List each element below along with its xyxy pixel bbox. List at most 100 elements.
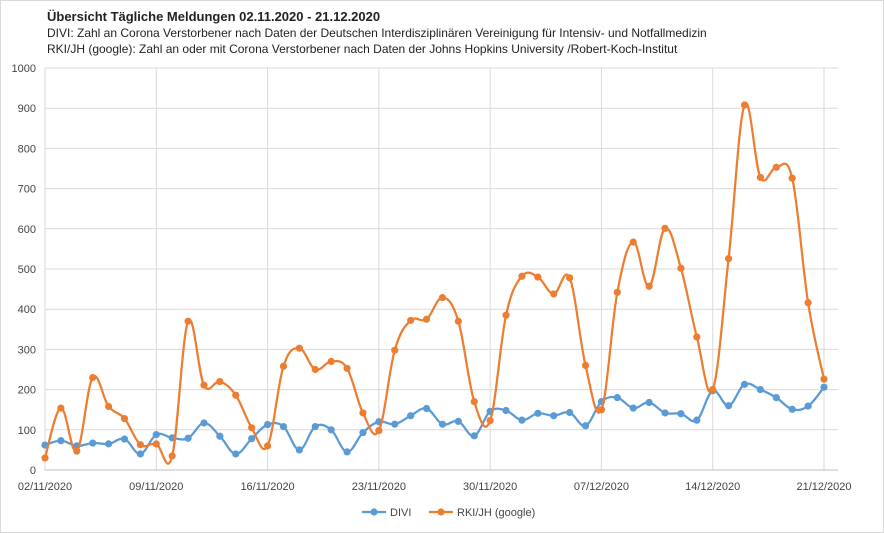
data-point-divi — [518, 416, 526, 424]
data-point-rki-jh — [470, 398, 478, 406]
data-point-rki-jh — [248, 424, 256, 432]
data-point-rki-jh — [677, 264, 685, 272]
series-line-divi — [44, 382, 825, 456]
data-point-rki-jh — [693, 333, 701, 341]
data-point-rki-jh — [375, 427, 383, 435]
data-point-divi — [581, 422, 590, 430]
data-point-divi — [136, 450, 144, 458]
data-point-divi — [756, 386, 765, 394]
data-point-rki-jh — [581, 361, 590, 370]
x-tick-label: 14/12/2020 — [685, 481, 740, 493]
chart-titles: Übersicht Tägliche Meldungen 02.11.2020 … — [47, 9, 707, 57]
legend-label-rki-jh: RKI/JH (google) — [457, 507, 535, 519]
data-point-rki-jh — [645, 282, 653, 290]
data-point-rki-jh — [613, 288, 621, 296]
data-point-divi — [407, 412, 415, 420]
y-tick-label: 200 — [18, 385, 36, 397]
data-point-divi — [438, 420, 447, 428]
data-point-divi — [311, 422, 319, 431]
data-point-divi — [57, 437, 65, 445]
data-point-rki-jh — [200, 381, 208, 389]
y-tick-label: 600 — [18, 224, 36, 236]
series-line-rki-jh — [43, 101, 826, 465]
data-point-divi — [327, 426, 335, 434]
data-point-divi — [279, 422, 288, 431]
data-point-divi — [613, 394, 621, 402]
data-point-rki-jh — [438, 293, 447, 302]
data-point-rki-jh — [263, 442, 272, 450]
x-tick-label: 21/12/2020 — [796, 481, 851, 493]
x-tick-label: 30/11/2020 — [463, 481, 517, 493]
data-point-rki-jh — [73, 447, 81, 455]
data-point-divi — [120, 435, 129, 443]
data-point-rki-jh — [327, 357, 335, 366]
data-point-rki-jh — [740, 101, 749, 109]
data-point-rki-jh — [57, 404, 65, 412]
data-point-divi — [359, 429, 367, 437]
y-tick-label: 800 — [18, 143, 36, 155]
data-point-rki-jh — [136, 441, 144, 449]
data-point-rki-jh — [232, 391, 240, 399]
data-point-divi — [391, 420, 399, 428]
data-point-divi — [661, 409, 669, 417]
data-point-divi — [263, 420, 272, 429]
data-point-rki-jh — [709, 386, 717, 394]
data-point-divi — [645, 398, 653, 407]
data-point-divi — [550, 412, 558, 420]
data-point-divi — [534, 409, 542, 417]
data-point-divi — [566, 408, 574, 417]
data-point-rki-jh — [41, 454, 49, 462]
data-point-divi — [454, 417, 462, 425]
data-point-divi — [470, 432, 478, 440]
data-point-rki-jh — [120, 414, 129, 423]
data-point-rki-jh — [311, 365, 319, 374]
data-point-rki-jh — [502, 311, 510, 319]
data-point-divi — [184, 434, 192, 442]
data-point-rki-jh — [279, 362, 288, 370]
data-point-rki-jh — [391, 346, 399, 354]
y-tick-label: 1000 — [12, 63, 36, 75]
chart-subtitle-divi: DIVI: Zahl an Corona Verstorbener nach D… — [47, 26, 707, 40]
data-point-divi — [772, 394, 780, 402]
chart-title: Übersicht Tägliche Meldungen 02.11.2020 … — [47, 9, 381, 24]
data-point-rki-jh — [295, 344, 303, 352]
data-point-divi — [693, 416, 701, 424]
x-tick-label: 09/11/2020 — [129, 481, 183, 493]
data-point-rki-jh — [486, 416, 494, 425]
data-point-divi — [502, 406, 510, 415]
data-point-rki-jh — [566, 274, 574, 282]
data-point-divi — [232, 450, 240, 458]
data-point-divi — [248, 435, 256, 443]
y-tick-label: 500 — [18, 264, 36, 276]
data-point-rki-jh — [168, 452, 176, 460]
data-point-rki-jh — [788, 174, 796, 182]
data-point-rki-jh — [534, 273, 542, 281]
y-tick-label: 700 — [18, 184, 36, 196]
data-point-rki-jh — [454, 317, 462, 325]
data-point-divi — [629, 404, 637, 412]
x-tick-label: 02/11/2020 — [18, 481, 72, 493]
legend-label-divi: DIVI — [390, 507, 411, 519]
x-tick-label: 23/11/2020 — [352, 481, 406, 493]
data-point-divi — [295, 446, 303, 454]
data-point-divi — [216, 432, 224, 440]
data-point-rki-jh — [756, 173, 765, 181]
data-point-rki-jh — [184, 317, 192, 325]
data-point-divi — [820, 383, 828, 391]
data-point-divi — [422, 404, 431, 413]
data-point-rki-jh — [343, 364, 351, 372]
data-point-divi — [677, 410, 685, 418]
x-tick-label: 16/11/2020 — [240, 481, 294, 493]
y-tick-label: 0 — [30, 465, 36, 477]
data-point-rki-jh — [89, 373, 97, 382]
chart-subtitle-rki: RKI/JH (google): Zahl an oder mit Corona… — [47, 42, 678, 56]
data-point-rki-jh — [518, 272, 526, 280]
data-point-divi — [788, 405, 796, 413]
x-tick-label: 07/12/2020 — [574, 481, 629, 493]
data-point-rki-jh — [104, 402, 113, 411]
data-point-divi — [104, 440, 113, 448]
y-tick-label: 100 — [18, 425, 36, 437]
y-tick-label: 900 — [18, 103, 36, 115]
data-point-divi — [343, 448, 351, 456]
